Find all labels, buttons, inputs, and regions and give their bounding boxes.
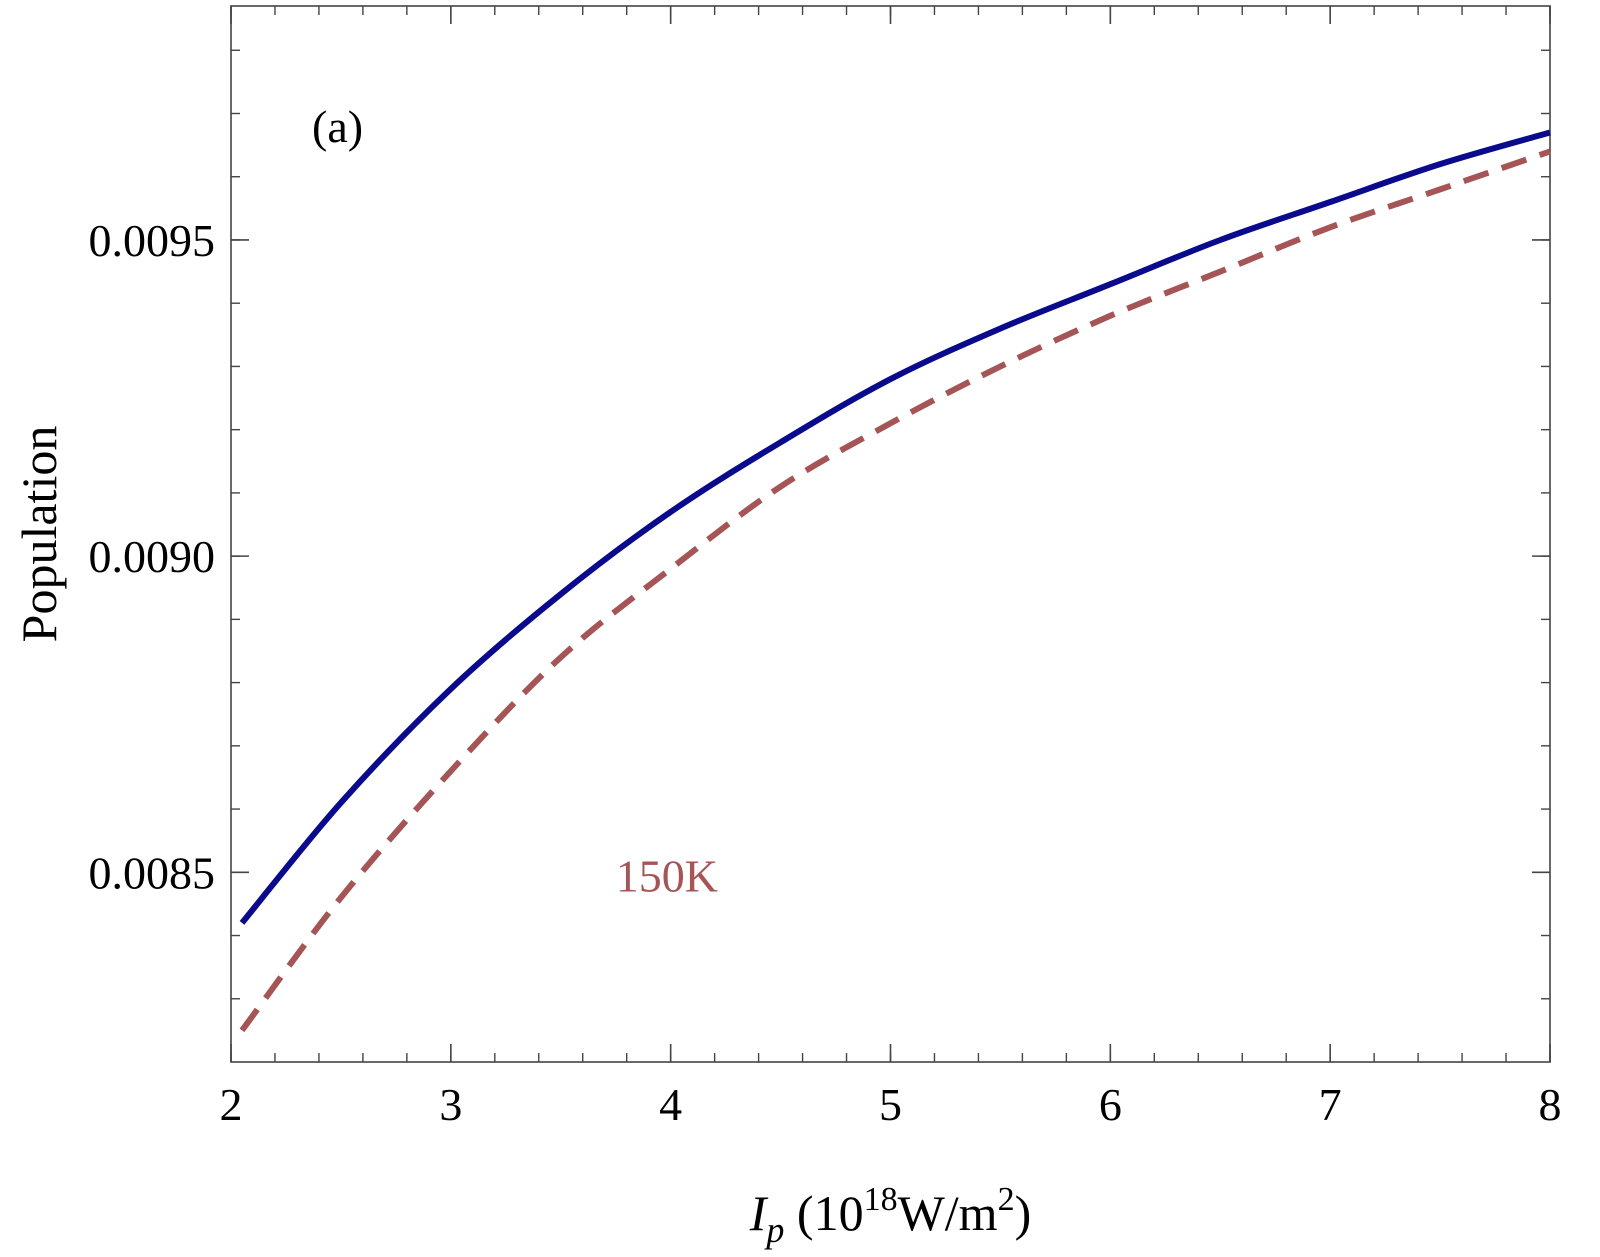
x-axis-prefix: (10 [784, 1185, 863, 1241]
x-axis-unit: W/m [898, 1185, 998, 1241]
series-line-dashed [239, 148, 1551, 1033]
x-axis-symbol: I [749, 1185, 769, 1241]
x-tick-label: 3 [439, 1079, 462, 1130]
y-axis-ticks: 0.0085 0.0090 0.0095 [89, 215, 1550, 898]
y-axis-label: Population [11, 426, 67, 643]
x-axis-exponent: 18 [864, 1181, 898, 1218]
temperature-annotation: 150K [616, 850, 718, 901]
minor-ticks [230, 6, 1551, 1062]
x-tick-label: 2 [220, 1079, 243, 1130]
x-axis-subscript: p [763, 1210, 784, 1250]
x-tick-label: 6 [1099, 1079, 1122, 1130]
x-axis-ticks: 2 3 4 5 6 7 8 [220, 6, 1562, 1130]
x-axis-unit-exponent: 2 [998, 1181, 1015, 1218]
x-tick-label: 8 [1539, 1079, 1562, 1130]
plot-frame [230, 5, 1551, 1063]
x-tick-label: 4 [659, 1079, 682, 1130]
series-line-solid [239, 129, 1551, 925]
x-tick-label: 7 [1319, 1079, 1342, 1130]
y-tick-label: 0.0090 [89, 531, 216, 582]
series-layer [239, 129, 1551, 1033]
x-tick-label: 5 [879, 1079, 902, 1130]
y-tick-label: 0.0085 [89, 847, 216, 898]
x-axis-label: Ip (1018W/m2) [749, 1181, 1031, 1250]
x-axis-suffix: ) [1015, 1185, 1032, 1241]
panel-label: (a) [312, 101, 363, 152]
y-tick-label: 0.0095 [89, 215, 216, 266]
